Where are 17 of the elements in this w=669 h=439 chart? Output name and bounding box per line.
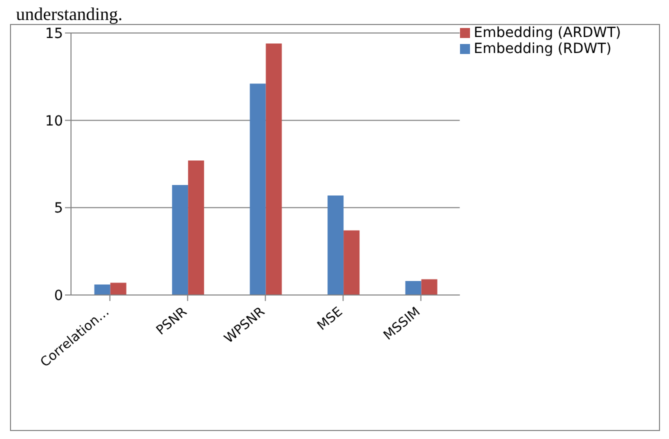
bar — [94, 284, 110, 295]
legend-label: Embedding (RDWT) — [474, 41, 612, 57]
legend-label: Embedding (ARDWT) — [474, 25, 621, 41]
bar — [328, 195, 344, 295]
bar — [266, 43, 282, 295]
bar — [188, 160, 204, 295]
bar — [110, 282, 126, 295]
y-tick-label: 0 — [54, 288, 63, 304]
bar — [344, 230, 360, 295]
bar — [172, 184, 188, 295]
y-tick-label: 10 — [45, 113, 63, 130]
y-tick-label: 5 — [54, 200, 63, 217]
bar — [250, 84, 266, 295]
text: understanding. — [16, 4, 122, 25]
bar — [421, 279, 438, 295]
y-tick-label: 15 — [45, 26, 63, 42]
bar — [405, 281, 422, 295]
